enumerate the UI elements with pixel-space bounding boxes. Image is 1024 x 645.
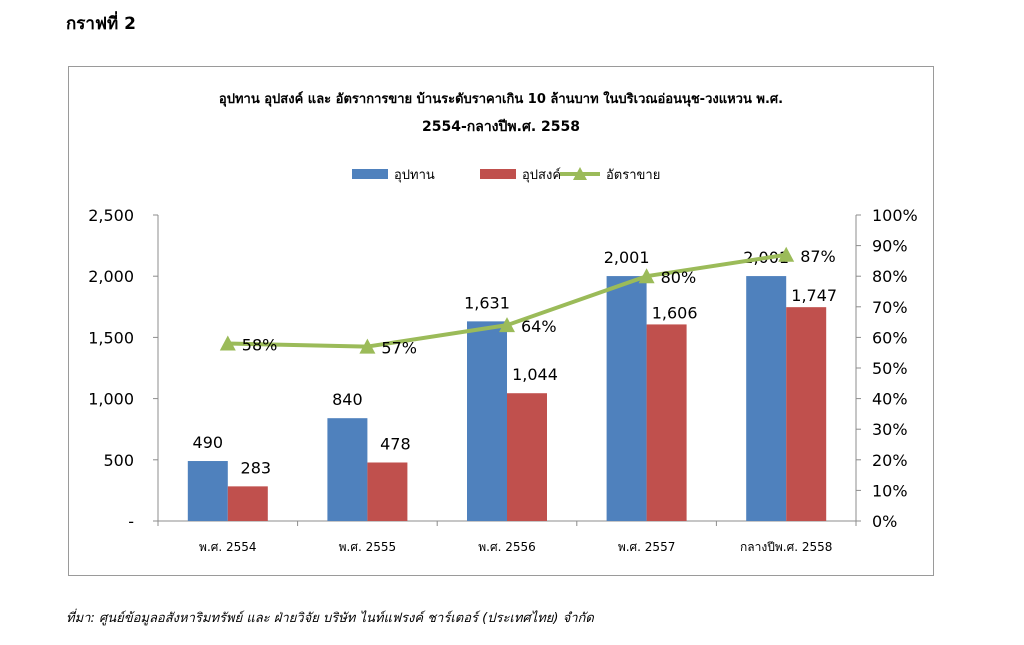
bar-supply: [327, 418, 368, 521]
bar-data-label: 1,044: [512, 365, 558, 384]
right-tick-label: 20%: [872, 451, 908, 470]
right-tick-label: 0%: [872, 512, 897, 531]
plot-area: - 500 1,000 1,500 2,000 2,500 0% 10% 20% 30% 40% 50…: [88, 167, 918, 554]
bar-supply: [606, 276, 647, 521]
x-tick-label: พ.ศ. 2556: [478, 540, 536, 554]
left-tick-label: -: [128, 512, 134, 531]
bar-supply: [187, 461, 228, 521]
source-note: ที่มา: ศูนย์ข้อมูลอสังหาริมทรัพย์ และ ฝ่…: [66, 611, 594, 626]
legend-swatch: [480, 169, 516, 179]
bar-data-label: 2,001: [604, 248, 650, 267]
chart-frame: [68, 66, 934, 576]
right-tick-label: 30%: [872, 420, 908, 439]
bar-data-label: 1,631: [464, 293, 510, 312]
bar-supply: [467, 321, 507, 521]
sales-rate-marker: [778, 246, 795, 262]
right-tick-label: 10%: [872, 481, 908, 500]
left-tick-label: 1,500: [88, 328, 134, 347]
right-tick-label: 60%: [872, 328, 908, 347]
bar-demand: [367, 462, 408, 521]
legend-label: อัตราขาย: [606, 168, 660, 183]
x-tick-label: พ.ศ. 2557: [618, 540, 676, 554]
bar-data-label: 1,606: [652, 303, 698, 322]
sales-rate-label: 64%: [521, 317, 557, 336]
bar-demand: [786, 307, 827, 521]
left-tick-label: 2,000: [88, 267, 134, 286]
legend-marker: [573, 167, 587, 180]
chart-title-line1: อุปทาน อุปสงค์ และ อัตราการขาย บ้านระดับ…: [219, 90, 783, 107]
x-tick-label: กลางปีพ.ศ. 2558: [740, 540, 832, 554]
right-tick-label: 100%: [872, 206, 918, 225]
sales-rate-marker: [359, 338, 376, 354]
bar-demand: [646, 324, 687, 521]
bar-data-label: 478: [380, 434, 411, 453]
sales-rate-marker: [219, 335, 236, 351]
left-tick-label: 500: [103, 451, 134, 470]
sales-rate-label: 87%: [800, 247, 836, 266]
legend-label: อุปทาน: [394, 168, 435, 183]
sales-rate-label: 57%: [381, 339, 417, 358]
right-tick-label: 50%: [872, 359, 908, 378]
right-tick-label: 40%: [872, 390, 908, 409]
bar-demand: [227, 486, 268, 521]
x-tick-label: พ.ศ. 2555: [339, 540, 397, 554]
legend-swatch: [352, 169, 388, 179]
bar-data-label: 490: [193, 433, 224, 452]
legend-label: อุปสงค์: [522, 167, 561, 183]
sales-rate-marker: [499, 317, 515, 333]
bar-data-label: 283: [241, 458, 272, 477]
bar-supply: [746, 276, 787, 521]
bar-data-label: 1,747: [791, 286, 837, 305]
x-tick-label: พ.ศ. 2554: [199, 540, 257, 554]
bar-data-label: 840: [332, 390, 363, 409]
right-tick-label: 70%: [872, 298, 908, 317]
bar-demand: [507, 393, 547, 521]
right-tick-label: 80%: [872, 267, 908, 286]
sales-rate-label: 80%: [661, 268, 697, 287]
figure-heading: กราฟที่ 2: [66, 14, 136, 34]
left-tick-label: 1,000: [88, 390, 134, 409]
left-tick-label: 2,500: [88, 206, 134, 225]
right-tick-label: 90%: [872, 237, 908, 256]
chart-title-line2: 2554-กลางปีพ.ศ. 2558: [422, 119, 580, 135]
sales-rate-label: 58%: [242, 336, 278, 355]
sales-rate-marker: [638, 268, 655, 284]
